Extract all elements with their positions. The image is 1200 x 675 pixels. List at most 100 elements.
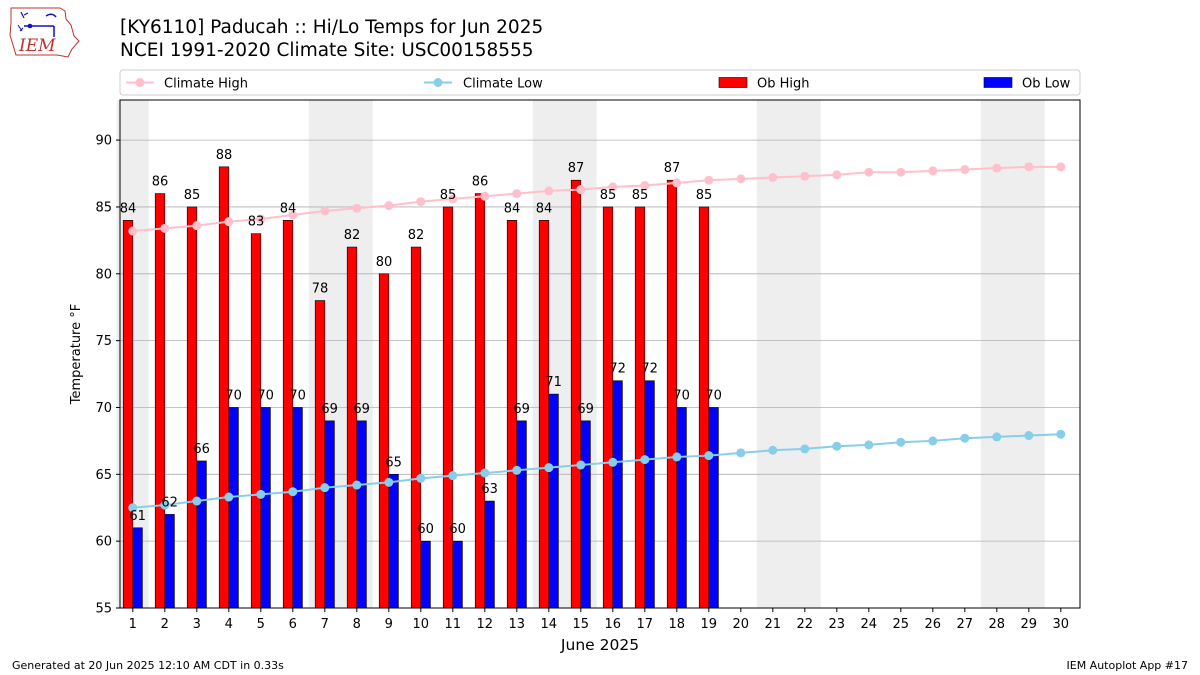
ob-low-bar — [548, 393, 559, 609]
ob-low-bar — [132, 527, 143, 609]
x-tick-label: 6 — [289, 617, 297, 632]
svg-text:IEM: IEM — [18, 36, 56, 56]
climate-low-point — [416, 473, 426, 483]
x-tick-label: 19 — [701, 617, 718, 632]
y-tick-label: 70 — [95, 401, 112, 416]
climate-low-point — [544, 463, 554, 473]
ob-low-bar — [612, 380, 623, 609]
x-tick-label: 27 — [957, 617, 974, 632]
ob-high-label: 88 — [216, 148, 233, 163]
x-tick-label: 9 — [385, 617, 393, 632]
x-tick-label: 18 — [669, 617, 686, 632]
ob-low-label: 72 — [609, 362, 626, 377]
climate-high-line — [132, 165, 1061, 233]
ob-high-bar — [282, 220, 294, 609]
climate-low-point — [736, 448, 746, 458]
plot-frame — [119, 99, 1081, 609]
climate-low-point — [672, 452, 682, 462]
climate-high-point — [384, 201, 394, 211]
climate-low-point — [448, 471, 458, 481]
climate-low-point — [256, 489, 266, 499]
ob-low-bar — [708, 407, 719, 609]
x-tick-label: 23 — [829, 617, 846, 632]
x-tick-label: 26 — [925, 617, 942, 632]
ob-low-label: 69 — [353, 402, 370, 417]
x-tick-label: 20 — [733, 617, 750, 632]
x-tick-label: 28 — [989, 617, 1006, 632]
x-tick-label: 13 — [509, 617, 526, 632]
ob-low-bar — [356, 420, 367, 609]
climate-high-point — [1024, 162, 1034, 172]
climate-high-point — [448, 194, 458, 204]
x-tick-label: 7 — [321, 617, 329, 632]
ob-high-bar — [474, 193, 486, 609]
ob-low-label: 65 — [385, 455, 402, 470]
climate-high-point — [960, 165, 970, 175]
legend-ob-high-swatch — [718, 77, 748, 88]
ob-low-bar — [324, 420, 335, 609]
climate-high-point — [352, 203, 362, 213]
ob-high-bar — [698, 206, 710, 609]
ob-high-bar — [378, 273, 390, 609]
x-tick-label: 25 — [893, 617, 910, 632]
climate-low-point — [608, 457, 618, 467]
ob-low-label: 70 — [673, 388, 690, 403]
legend-box — [119, 69, 1081, 96]
ob-high-bar — [634, 206, 646, 609]
ob-low-bar — [196, 460, 207, 609]
ob-high-label: 84 — [504, 201, 521, 216]
y-tick-label: 55 — [95, 602, 112, 617]
ob-low-label: 69 — [577, 402, 594, 417]
ob-high-bar — [122, 220, 134, 609]
climate-low-point — [224, 492, 234, 502]
x-tick-label: 2 — [161, 617, 169, 632]
climate-high-point — [704, 175, 714, 185]
ob-low-bar — [580, 420, 591, 609]
ob-high-bar — [314, 300, 326, 609]
ob-low-bar — [676, 407, 687, 609]
ob-low-label: 60 — [449, 522, 466, 537]
ob-low-bar — [228, 407, 239, 609]
climate-low-point — [704, 451, 714, 461]
ob-high-bar — [410, 246, 422, 609]
ob-high-label: 84 — [120, 201, 137, 216]
climate-high-point — [864, 167, 874, 177]
x-tick-label: 4 — [225, 617, 233, 632]
climate-low-point — [832, 441, 842, 451]
ob-low-bar — [484, 500, 495, 609]
y-tick-label: 65 — [95, 468, 112, 483]
ob-high-label: 83 — [248, 215, 265, 230]
ob-high-bar — [570, 179, 582, 609]
x-tick-label: 30 — [1053, 617, 1070, 632]
climate-low-point — [384, 477, 394, 487]
y-tick-label: 90 — [95, 134, 112, 149]
ob-low-bar — [420, 540, 431, 609]
climate-high-point — [736, 174, 746, 184]
ob-low-label: 60 — [417, 522, 434, 537]
ob-low-label: 70 — [257, 388, 274, 403]
chart-title-line1: [KY6110] Paducah :: Hi/Lo Temps for Jun … — [120, 17, 544, 38]
x-tick-label: 22 — [797, 617, 814, 632]
climate-high-point — [800, 171, 810, 181]
ob-low-label: 69 — [321, 402, 338, 417]
climate-low-point — [896, 437, 906, 447]
ob-low-label: 70 — [225, 388, 242, 403]
ob-low-label: 72 — [641, 362, 658, 377]
climate-high-point — [512, 189, 522, 199]
ob-high-label: 85 — [696, 188, 713, 203]
ob-low-bar — [164, 514, 175, 609]
climate-low-point — [288, 487, 298, 497]
climate-high-point — [992, 163, 1002, 173]
ob-low-label: 61 — [129, 509, 146, 524]
ob-high-label: 86 — [472, 175, 489, 190]
climate-high-point — [480, 191, 490, 201]
x-tick-label: 11 — [445, 617, 462, 632]
climate-high-point — [256, 214, 266, 224]
climate-low-point — [512, 465, 522, 475]
x-tick-label: 10 — [413, 617, 430, 632]
climate-low-point — [928, 436, 938, 446]
climate-high-point — [576, 185, 586, 195]
x-tick-label: 5 — [257, 617, 265, 632]
ob-high-label: 85 — [184, 188, 201, 203]
ob-high-bar — [602, 206, 614, 609]
